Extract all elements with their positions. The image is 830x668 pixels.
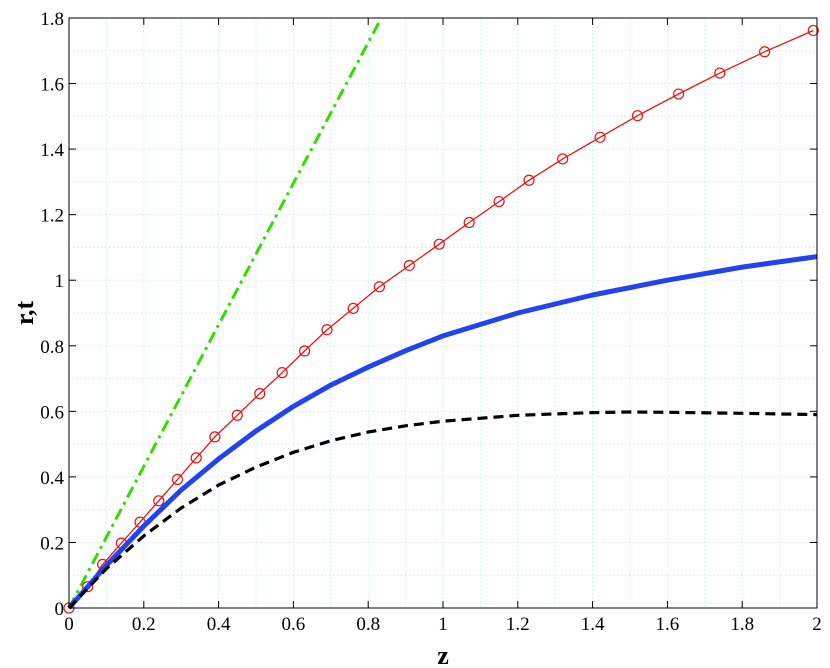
x-tick-label: 1.8 — [730, 614, 754, 635]
x-tick-label: 0.8 — [356, 614, 380, 635]
series-marker-1 — [463, 216, 475, 229]
series-marker-1 — [171, 473, 184, 486]
y-tick-label: 0.8 — [40, 337, 64, 358]
series-marker-1 — [557, 153, 569, 165]
series-marker-1 — [433, 238, 445, 250]
y-tick-label: 1.4 — [40, 140, 64, 161]
series-marker-1 — [347, 302, 359, 315]
plot-series — [63, 17, 819, 614]
y-tick-label: 0 — [55, 599, 65, 620]
series-marker-1 — [153, 495, 165, 507]
x-tick-label: 0.4 — [207, 614, 231, 635]
x-tick-label: 0 — [64, 614, 74, 635]
y-tick-label: 1.6 — [40, 75, 64, 96]
y-tick-label: 0.6 — [40, 402, 64, 423]
series-marker-1 — [254, 388, 266, 400]
series-line-2 — [67, 254, 818, 610]
gridlines — [69, 18, 817, 608]
y-axis-label: r,t — [10, 301, 39, 326]
x-tick-label: 0.2 — [132, 614, 156, 635]
series-marker-1 — [190, 452, 202, 464]
y-tick-label: 1.2 — [40, 206, 64, 227]
series-line-0 — [67, 17, 383, 609]
series-marker-1 — [807, 24, 819, 37]
series-marker-1 — [631, 110, 644, 122]
series-marker-1 — [759, 46, 771, 58]
x-axis-label: z — [437, 641, 449, 668]
x-tick-label: 1 — [438, 614, 448, 635]
x-tick-label: 0.6 — [282, 614, 306, 635]
series-marker-1 — [594, 131, 606, 143]
x-tick-label: 1.6 — [656, 614, 680, 635]
y-tick-label: 0.2 — [40, 533, 64, 554]
series-marker-1 — [493, 195, 505, 208]
series-line-3 — [67, 410, 818, 610]
axis-ticks: 0 0.2 0.4 0.6 0.8 1 1.2 1.4 1.6 1.8 2 0 0.2 0.4 0.6 0.8… — [40, 9, 822, 635]
x-tick-label: 1.2 — [506, 614, 530, 635]
series-marker-1 — [276, 367, 288, 379]
x-tick-label: 1.4 — [581, 614, 605, 635]
series-line-1 — [68, 29, 814, 609]
y-tick-label: 0.4 — [40, 468, 64, 489]
series-marker-1 — [209, 431, 221, 443]
series-marker-1 — [523, 174, 535, 186]
x-tick-label: 2 — [812, 614, 822, 635]
series-marker-1 — [673, 88, 685, 100]
series-marker-1 — [299, 345, 311, 357]
y-tick-label: 1 — [55, 271, 65, 292]
series-marker-1 — [82, 581, 94, 593]
y-tick-label: 1.8 — [40, 9, 64, 30]
series-marker-1 — [231, 409, 243, 421]
series-marker-1 — [403, 259, 415, 272]
series-marker-1 — [714, 67, 726, 79]
series-marker-1 — [321, 324, 333, 336]
series-marker-1 — [373, 281, 386, 293]
